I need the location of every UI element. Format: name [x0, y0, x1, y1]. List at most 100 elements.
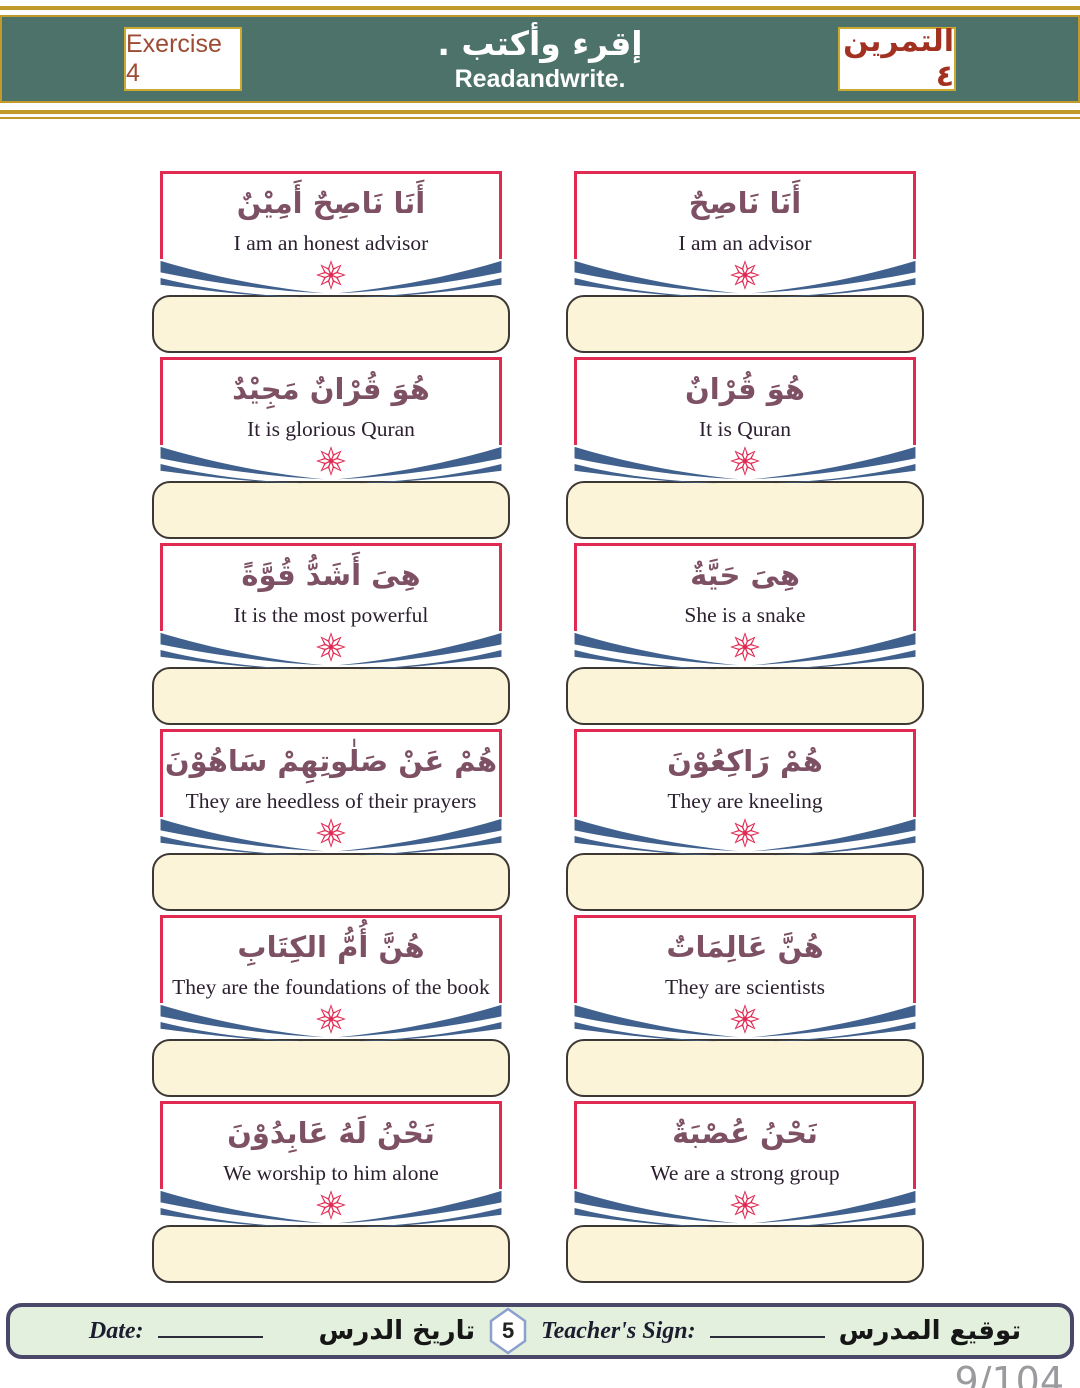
ribbon-swoosh-icon: [160, 632, 502, 670]
ornament-row: [152, 259, 510, 298]
ribbon-swoosh-icon: [160, 1004, 502, 1042]
ornament-row: [152, 817, 510, 856]
ornament-row: [566, 445, 924, 484]
eight-point-star-icon: [730, 446, 760, 476]
phrase-card: نَحْنُ لَهُ عَابِدُوْنَ We worship to hi…: [152, 1101, 510, 1287]
writing-box[interactable]: [566, 1039, 924, 1097]
arabic-phrase: هِىَ أَشَدُّ قُوَّةً: [241, 558, 421, 592]
phrase-card: هِىَ أَشَدُّ قُوَّةً It is the most powe…: [152, 543, 510, 729]
page-indicator: 9/104: [954, 1359, 1064, 1388]
phrase-frame: أَنَا نَاصِحٌ أَمِيْنٌ I am an honest ad…: [160, 171, 502, 259]
lesson-date-label-ar: تاريخ الدرس: [318, 1316, 476, 1346]
ribbon-swoosh-icon: [160, 818, 502, 856]
phrase-frame: أَنَا نَاصِحٌ I am an advisor: [574, 171, 916, 259]
english-translation: I am an advisor: [678, 231, 812, 255]
arabic-phrase: هُمْ رَاكِعُوْنَ: [667, 744, 823, 778]
eight-point-star-icon: [730, 260, 760, 290]
hexagon-icon: [489, 1307, 527, 1355]
cards-grid: أَنَا نَاصِحٌ أَمِيْنٌ I am an honest ad…: [0, 171, 1080, 1287]
gold-rule-mid: [0, 110, 1080, 114]
phrase-frame: هِىَ حَيَّةٌ She is a snake: [574, 543, 916, 631]
lesson-number-badge: 5: [489, 1307, 527, 1355]
phrase-card: هُمْ عَنْ صَلٰوتِهِمْ سَاهُوْنَ They are…: [152, 729, 510, 915]
writing-box[interactable]: [152, 295, 510, 353]
english-translation: She is a snake: [684, 603, 806, 627]
eight-point-star-icon: [730, 818, 760, 848]
exercise-badge-en-label: Exercise 4: [126, 30, 222, 87]
arabic-phrase: هُوَ قُرْانٌ: [684, 372, 806, 406]
eight-point-star-icon: [730, 1190, 760, 1220]
ribbon-swoosh-icon: [160, 1190, 502, 1228]
phrase-card: هِىَ حَيَّةٌ She is a snake: [566, 543, 924, 729]
arabic-phrase: هُمْ عَنْ صَلٰوتِهِمْ سَاهُوْنَ: [164, 744, 498, 778]
phrase-frame: هُمْ عَنْ صَلٰوتِهِمْ سَاهُوْنَ They are…: [160, 729, 502, 817]
writing-box[interactable]: [566, 1225, 924, 1283]
ornament-row: [566, 259, 924, 298]
phrase-frame: هُنَّ عَالِمَاتٌ They are scientists: [574, 915, 916, 1003]
eight-point-star-icon: [730, 632, 760, 662]
phrase-frame: نَحْنُ عُصْبَةٌ We are a strong group: [574, 1101, 916, 1189]
exercise-badge-ar-label: التمرين ٤: [843, 24, 954, 94]
writing-box[interactable]: [152, 1039, 510, 1097]
writing-box[interactable]: [566, 481, 924, 539]
ornament-row: [566, 1189, 924, 1228]
eight-point-star-icon: [730, 1004, 760, 1034]
eight-point-star-icon: [316, 1190, 346, 1220]
date-label: Date:: [88, 1317, 144, 1344]
phrase-card: هُوَ قُرْانٌ مَجِيْدٌ It is glorious Qur…: [152, 357, 510, 543]
english-translation: We worship to him alone: [223, 1161, 439, 1185]
gold-rule-bottom: [0, 117, 1080, 119]
header-title-english: Readandwrite.: [454, 65, 626, 93]
writing-box[interactable]: [566, 853, 924, 911]
arabic-phrase: نَحْنُ لَهُ عَابِدُوْنَ: [227, 1116, 435, 1150]
footer-bar: Date: تاريخ الدرس 5 Teacher's Sign: توقي…: [6, 1303, 1074, 1359]
writing-box[interactable]: [566, 295, 924, 353]
writing-box[interactable]: [152, 667, 510, 725]
ribbon-swoosh-icon: [160, 446, 502, 484]
date-blank-line[interactable]: [157, 1324, 263, 1338]
ornament-row: [566, 1003, 924, 1042]
writing-box[interactable]: [566, 667, 924, 725]
eight-point-star-icon: [316, 260, 346, 290]
header-title: إقرء وأكتب . Readandwrite.: [242, 24, 838, 94]
writing-box[interactable]: [152, 1225, 510, 1283]
ribbon-swoosh-icon: [160, 260, 502, 298]
arabic-phrase: نَحْنُ عُصْبَةٌ: [672, 1116, 818, 1150]
exercise-badge-ar: التمرين ٤: [838, 24, 956, 94]
arabic-phrase: هُنَّ أُمُّ الكِتَابِ: [237, 930, 425, 964]
phrase-card: أَنَا نَاصِحٌ I am an advisor: [566, 171, 924, 357]
phrase-frame: هُوَ قُرْانٌ مَجِيْدٌ It is glorious Qur…: [160, 357, 502, 445]
gold-rule-top: [0, 6, 1080, 10]
phrase-card: نَحْنُ عُصْبَةٌ We are a strong group: [566, 1101, 924, 1287]
eight-point-star-icon: [316, 446, 346, 476]
english-translation: It is the most powerful: [233, 603, 429, 627]
ornament-row: [152, 1003, 510, 1042]
phrase-frame: هُنَّ أُمُّ الكِتَابِ They are the found…: [160, 915, 502, 1003]
header-title-arabic: إقرء وأكتب .: [437, 24, 643, 63]
arabic-phrase: أَنَا نَاصِحٌ: [688, 186, 802, 220]
lesson-number: 5: [502, 1318, 515, 1343]
writing-box[interactable]: [152, 481, 510, 539]
phrase-card: أَنَا نَاصِحٌ أَمِيْنٌ I am an honest ad…: [152, 171, 510, 357]
phrase-frame: هُوَ قُرْانٌ It is Quran: [574, 357, 916, 445]
writing-box[interactable]: [152, 853, 510, 911]
ornament-row: [152, 1189, 510, 1228]
teacher-sign-label-ar: توقيع المدرس: [838, 1316, 1022, 1346]
ribbon-swoosh-icon: [574, 446, 916, 484]
arabic-phrase: هِىَ حَيَّةٌ: [690, 558, 800, 592]
ornament-row: [566, 817, 924, 856]
header-banner: Exercise 4 إقرء وأكتب . Readandwrite. ال…: [0, 15, 1080, 103]
ornament-row: [566, 631, 924, 670]
english-translation: They are kneeling: [667, 789, 823, 813]
ribbon-swoosh-icon: [574, 632, 916, 670]
eight-point-star-icon: [316, 818, 346, 848]
phrase-frame: نَحْنُ لَهُ عَابِدُوْنَ We worship to hi…: [160, 1101, 502, 1189]
phrase-card: هُوَ قُرْانٌ It is Quran: [566, 357, 924, 543]
english-translation: They are scientists: [664, 975, 825, 999]
english-translation: It is glorious Quran: [247, 417, 415, 441]
english-translation: It is Quran: [699, 417, 791, 441]
teacher-sign-blank-line[interactable]: [709, 1324, 825, 1338]
ornament-row: [152, 445, 510, 484]
arabic-phrase: هُنَّ عَالِمَاتٌ: [666, 930, 824, 964]
